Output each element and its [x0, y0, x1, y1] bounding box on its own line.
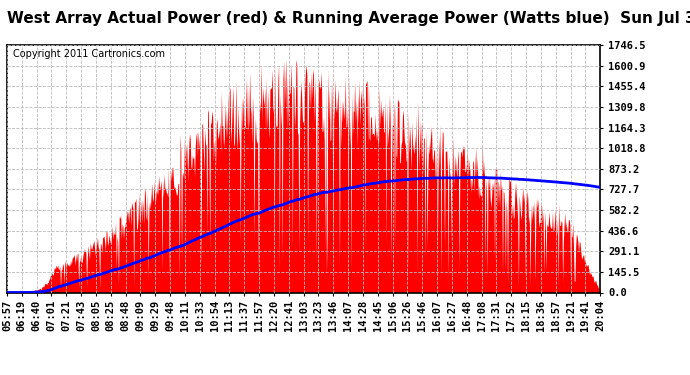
Text: Copyright 2011 Cartronics.com: Copyright 2011 Cartronics.com: [13, 49, 165, 59]
Text: West Array Actual Power (red) & Running Average Power (Watts blue)  Sun Jul 3 20: West Array Actual Power (red) & Running …: [7, 11, 690, 26]
